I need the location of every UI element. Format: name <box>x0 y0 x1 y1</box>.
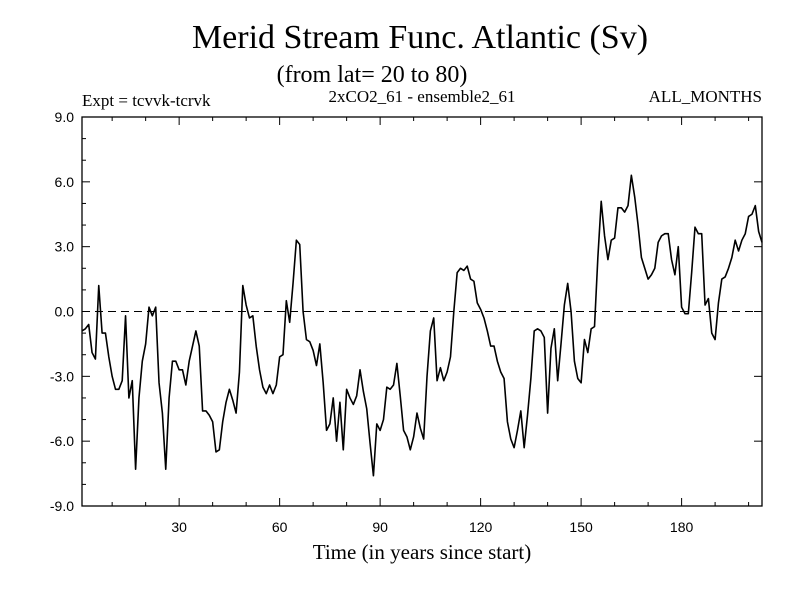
y-tick-label: 3.0 <box>55 239 75 255</box>
expt-label: Expt = tcvvk-tcrvk <box>82 91 211 110</box>
x-tick-label: 90 <box>372 519 388 535</box>
months-label: ALL_MONTHS <box>649 87 762 106</box>
chart-subtitle: (from lat= 20 to 80) <box>277 62 468 88</box>
x-tick-label: 30 <box>171 519 187 535</box>
x-tick-label: 120 <box>469 519 493 535</box>
y-tick-label: 6.0 <box>55 174 75 190</box>
y-tick-label: 9.0 <box>55 109 75 125</box>
x-tick-label: 150 <box>569 519 593 535</box>
y-tick-label: -6.0 <box>50 433 74 449</box>
y-tick-label: 0.0 <box>55 304 75 320</box>
x-tick-label: 180 <box>670 519 694 535</box>
x-axis-label: Time (in years since start) <box>313 540 532 564</box>
y-axis: -9.0 -6.0 -3.0 0.0 3.0 6.0 9.0 <box>50 109 762 514</box>
y-tick-label: -3.0 <box>50 368 74 384</box>
x-tick-label: 60 <box>272 519 288 535</box>
x-axis: 30 60 90 120 150 180 <box>111 117 750 535</box>
run-label: 2xCO2_61 - ensemble2_61 <box>329 87 516 106</box>
chart-title: Merid Stream Func. Atlantic (Sv) <box>192 19 648 56</box>
y-tick-label: -9.0 <box>50 498 74 514</box>
series-line <box>81 174 763 477</box>
